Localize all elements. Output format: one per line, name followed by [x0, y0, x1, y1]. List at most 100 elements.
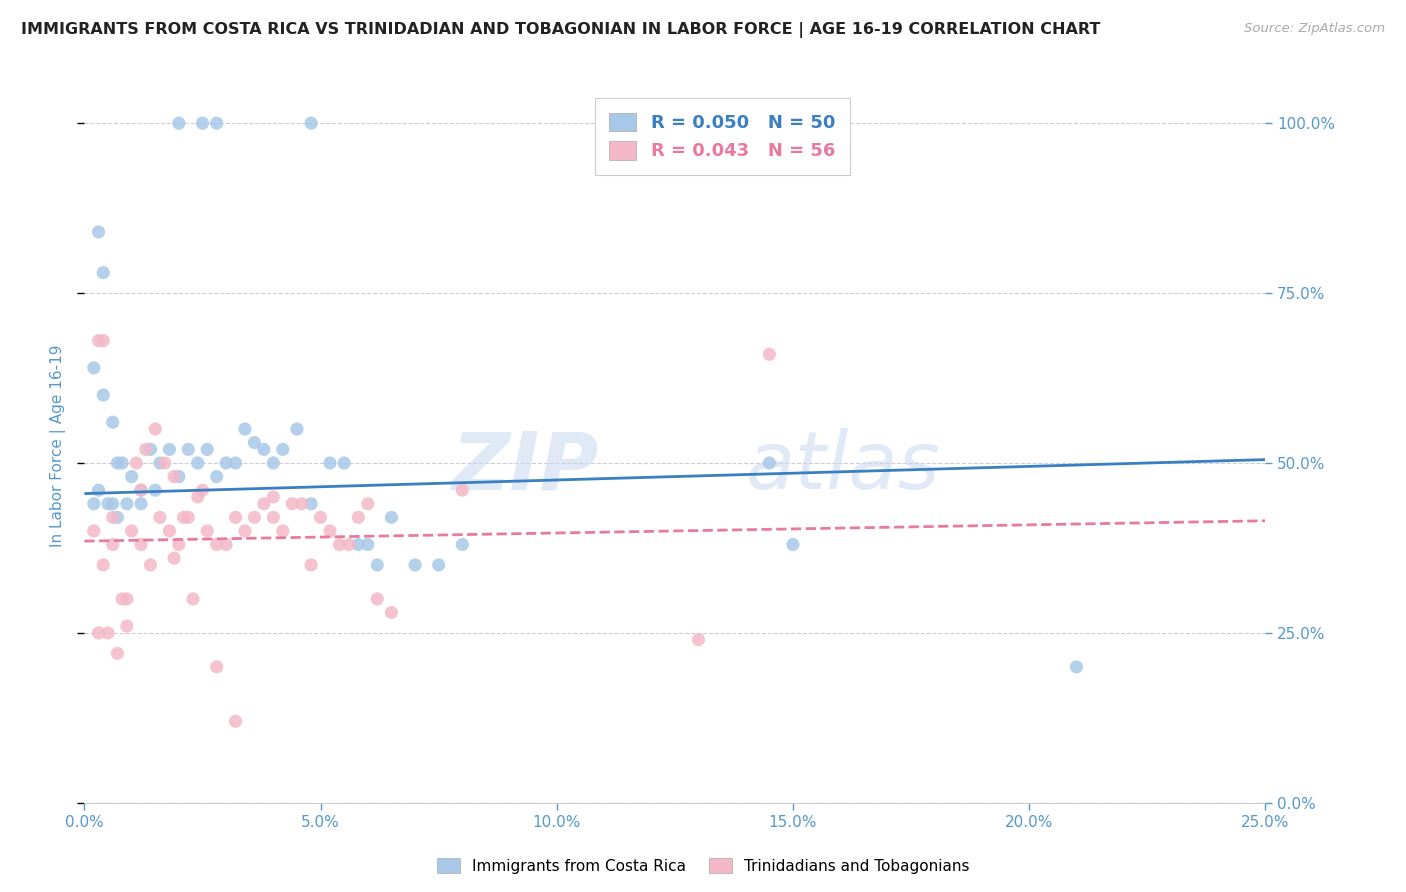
- Point: [191, 483, 214, 498]
- Point: [115, 619, 138, 633]
- Point: [243, 435, 266, 450]
- Point: [115, 497, 138, 511]
- Point: [187, 456, 209, 470]
- Point: [357, 497, 380, 511]
- Point: [111, 456, 134, 470]
- Point: [129, 483, 152, 498]
- Point: [97, 497, 120, 511]
- Point: [758, 347, 780, 361]
- Point: [139, 558, 162, 572]
- Point: [177, 442, 200, 457]
- Point: [163, 469, 186, 483]
- Point: [758, 456, 780, 470]
- Point: [111, 591, 134, 606]
- Point: [380, 510, 402, 524]
- Point: [107, 510, 129, 524]
- Point: [299, 497, 322, 511]
- Point: [87, 225, 110, 239]
- Point: [347, 537, 370, 551]
- Point: [97, 626, 120, 640]
- Point: [215, 456, 238, 470]
- Point: [129, 537, 152, 551]
- Point: [153, 456, 176, 470]
- Point: [291, 497, 314, 511]
- Text: atlas: atlas: [745, 428, 941, 507]
- Point: [262, 490, 284, 504]
- Point: [87, 334, 110, 348]
- Point: [107, 646, 129, 660]
- Point: [271, 524, 294, 538]
- Point: [129, 497, 152, 511]
- Point: [225, 456, 247, 470]
- Point: [233, 524, 256, 538]
- Point: [366, 558, 388, 572]
- Point: [187, 490, 209, 504]
- Point: [91, 388, 114, 402]
- Point: [233, 422, 256, 436]
- Point: [205, 116, 228, 130]
- Point: [262, 456, 284, 470]
- Point: [243, 510, 266, 524]
- Point: [225, 510, 247, 524]
- Point: [451, 483, 474, 498]
- Point: [91, 334, 114, 348]
- Point: [333, 456, 356, 470]
- Point: [357, 537, 380, 551]
- Point: [195, 524, 218, 538]
- Point: [271, 442, 294, 457]
- Point: [688, 632, 710, 647]
- Point: [285, 422, 308, 436]
- Point: [101, 415, 124, 429]
- Point: [299, 116, 322, 130]
- Point: [149, 510, 172, 524]
- Point: [167, 469, 190, 483]
- Point: [125, 456, 148, 470]
- Point: [205, 469, 228, 483]
- Point: [107, 456, 129, 470]
- Point: [253, 442, 276, 457]
- Y-axis label: In Labor Force | Age 16-19: In Labor Force | Age 16-19: [51, 344, 66, 548]
- Point: [191, 116, 214, 130]
- Point: [139, 442, 162, 457]
- Point: [319, 456, 342, 470]
- Point: [427, 558, 450, 572]
- Point: [91, 266, 114, 280]
- Point: [281, 497, 304, 511]
- Point: [337, 537, 360, 551]
- Point: [253, 497, 276, 511]
- Point: [129, 483, 152, 498]
- Point: [309, 510, 332, 524]
- Point: [135, 442, 157, 457]
- Point: [83, 524, 105, 538]
- Point: [167, 116, 190, 130]
- Point: [319, 524, 342, 538]
- Point: [149, 456, 172, 470]
- Point: [181, 591, 204, 606]
- Point: [205, 537, 228, 551]
- Point: [143, 422, 166, 436]
- Point: [262, 510, 284, 524]
- Point: [83, 360, 105, 375]
- Text: IMMIGRANTS FROM COSTA RICA VS TRINIDADIAN AND TOBAGONIAN IN LABOR FORCE | AGE 16: IMMIGRANTS FROM COSTA RICA VS TRINIDADIA…: [21, 22, 1101, 38]
- Text: Source: ZipAtlas.com: Source: ZipAtlas.com: [1244, 22, 1385, 36]
- Point: [225, 714, 247, 729]
- Point: [101, 510, 124, 524]
- Point: [115, 591, 138, 606]
- Legend: Immigrants from Costa Rica, Trinidadians and Tobagonians: Immigrants from Costa Rica, Trinidadians…: [430, 852, 976, 880]
- Point: [167, 537, 190, 551]
- Point: [177, 510, 200, 524]
- Point: [87, 626, 110, 640]
- Point: [328, 537, 350, 551]
- Point: [205, 660, 228, 674]
- Point: [195, 442, 218, 457]
- Point: [157, 442, 180, 457]
- Point: [299, 558, 322, 572]
- Point: [1066, 660, 1088, 674]
- Point: [173, 510, 195, 524]
- Point: [163, 551, 186, 566]
- Point: [366, 591, 388, 606]
- Point: [404, 558, 426, 572]
- Point: [87, 483, 110, 498]
- Point: [451, 537, 474, 551]
- Point: [101, 537, 124, 551]
